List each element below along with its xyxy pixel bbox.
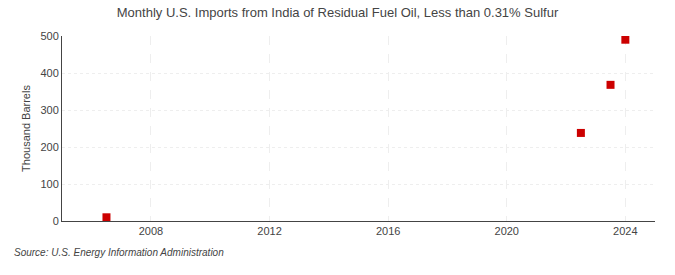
svg-text:2020: 2020 [495, 225, 519, 237]
svg-text:2008: 2008 [139, 225, 163, 237]
svg-text:2024: 2024 [613, 225, 637, 237]
svg-text:Monthly U.S. Imports from Indi: Monthly U.S. Imports from India of Resid… [117, 5, 559, 20]
svg-text:Source: U.S. Energy Informatio: Source: U.S. Energy Information Administ… [14, 247, 224, 258]
svg-text:400: 400 [40, 67, 58, 79]
svg-text:100: 100 [40, 178, 58, 190]
svg-text:2012: 2012 [257, 225, 281, 237]
svg-text:300: 300 [40, 104, 58, 116]
svg-text:0: 0 [53, 215, 59, 227]
svg-text:2016: 2016 [376, 225, 400, 237]
svg-text:500: 500 [40, 30, 58, 42]
svg-text:200: 200 [40, 141, 58, 153]
svg-text:Thousand Barrels: Thousand Barrels [20, 85, 32, 172]
